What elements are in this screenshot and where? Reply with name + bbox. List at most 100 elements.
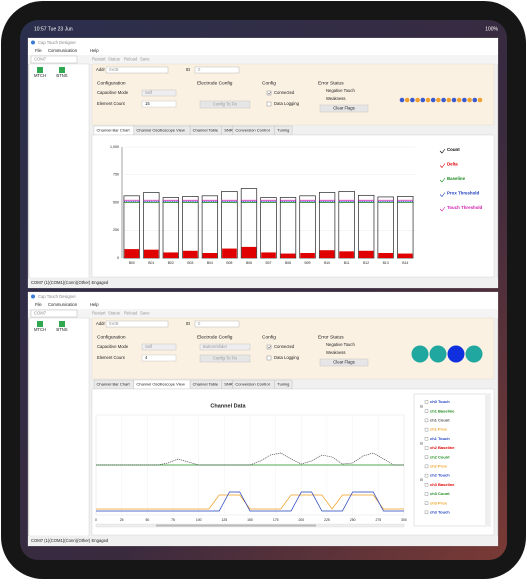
port-combo[interactable] [30,55,78,64]
legend-label: ch3 Baseline [430,482,455,487]
id-box[interactable] [194,66,240,74]
tree-checkbox[interactable] [424,464,429,469]
button[interactable] [319,358,369,367]
scroll-thumb[interactable] [156,524,316,527]
delta-bar [358,250,374,258]
section-heading: Config [262,334,276,340]
mode-box[interactable] [141,89,177,97]
address-box[interactable] [105,320,169,328]
button[interactable] [199,100,251,109]
tree-checkbox[interactable] [424,400,429,404]
legend-label: Baseline [447,176,466,181]
delta-bar [183,250,198,258]
tree-checkbox[interactable] [424,418,429,423]
toolbar-button: Status [108,57,120,62]
menu-item[interactable]: Help [90,48,99,53]
toolbar-button: Save [140,311,150,316]
device-icon[interactable] [37,321,43,327]
tab-label: Channel Table [193,128,219,133]
field-value: 15 [145,101,150,106]
x-tick-label: 75 [171,518,175,522]
menu-item[interactable]: Help [90,302,99,307]
address-box[interactable] [105,66,169,74]
section-heading: Electrode Config [197,334,233,340]
id-box[interactable] [194,320,240,328]
tree-checkbox[interactable] [424,427,429,432]
status-led [425,97,431,103]
chart-title: Channel Data [210,403,246,409]
section-heading: Electrode Config [197,80,233,86]
delta-bar [241,246,257,258]
button-label: Clear Flags [333,106,354,111]
count-box[interactable] [141,354,177,362]
y-tick-label: 750 [113,173,119,177]
status-led [415,97,420,103]
device-icon[interactable] [59,67,65,73]
device-label: MTCH [34,73,46,78]
series-line [96,491,404,512]
legend-label: ch3 Count [430,491,450,496]
device-panel [28,317,90,537]
title-bar [28,38,498,47]
toolbar-button: Save [140,57,150,62]
check [267,91,272,95]
tree-checkbox[interactable] [424,483,429,487]
legend-label: ch1 Baseline [430,408,455,413]
status-led [467,97,472,103]
status-led [465,345,483,363]
window-title: Cap Touch Designer [38,294,76,299]
checkbox[interactable] [266,355,272,361]
tree-checkbox[interactable] [424,510,429,515]
address: 0x0B [109,321,119,326]
menu-item[interactable]: File [35,48,42,53]
checkbox-label: Connected [274,90,295,95]
tab-label: Tuning [277,382,289,387]
error-item: Weakness [326,96,345,101]
checkbox-label: Data Logging [274,101,300,106]
checkbox[interactable] [266,101,272,107]
window-title: Cap Touch Designer [38,40,76,45]
tree-checkbox[interactable] [424,473,429,478]
mode-box[interactable] [141,343,177,351]
status-led [447,345,465,363]
tree-checkbox[interactable] [424,492,429,496]
field-value: 4 [145,355,148,360]
device-icon[interactable] [37,67,43,73]
status-led [399,97,405,103]
legend-label: ch2 Touch [430,473,450,478]
x-tick-label: B07 [265,261,271,265]
status-led [420,97,426,103]
tree-checkbox[interactable] [424,409,429,413]
count-box[interactable] [141,100,177,108]
tree-checkbox[interactable] [424,455,429,459]
status-led [436,97,441,103]
x-tick-label: 125 [221,518,227,522]
legend-swatch [439,177,446,183]
x-tick-label: B10 [324,261,330,265]
menu-item[interactable]: File [35,302,42,307]
electrode-box[interactable] [199,343,251,351]
delta-bar [378,253,394,258]
menu-bar [28,301,498,309]
device-icon[interactable] [59,321,65,327]
tab-label: Conversion Control [235,382,269,387]
checkbox[interactable] [266,90,272,96]
tree-checkbox[interactable] [424,437,429,441]
error-item: Negative Touch [326,342,355,347]
tree-checkbox[interactable] [424,446,429,450]
tree-scrollbar[interactable] [485,395,489,525]
status-led [472,97,478,103]
legend-label: ch2 Count [430,454,450,459]
device-label: MTCH [34,327,46,332]
menu-item[interactable]: Communication [48,48,78,53]
checkbox[interactable] [266,344,272,350]
button[interactable] [319,104,369,113]
button[interactable] [199,354,251,363]
tree-checkbox[interactable] [424,501,429,505]
device-label: BTNS [56,73,67,78]
menu-item[interactable]: Communication [48,302,78,307]
x-tick-label: B06 [246,261,252,265]
delta-bar [163,252,179,258]
x-tick-label: B09 [305,261,311,265]
port-combo[interactable] [30,309,78,318]
